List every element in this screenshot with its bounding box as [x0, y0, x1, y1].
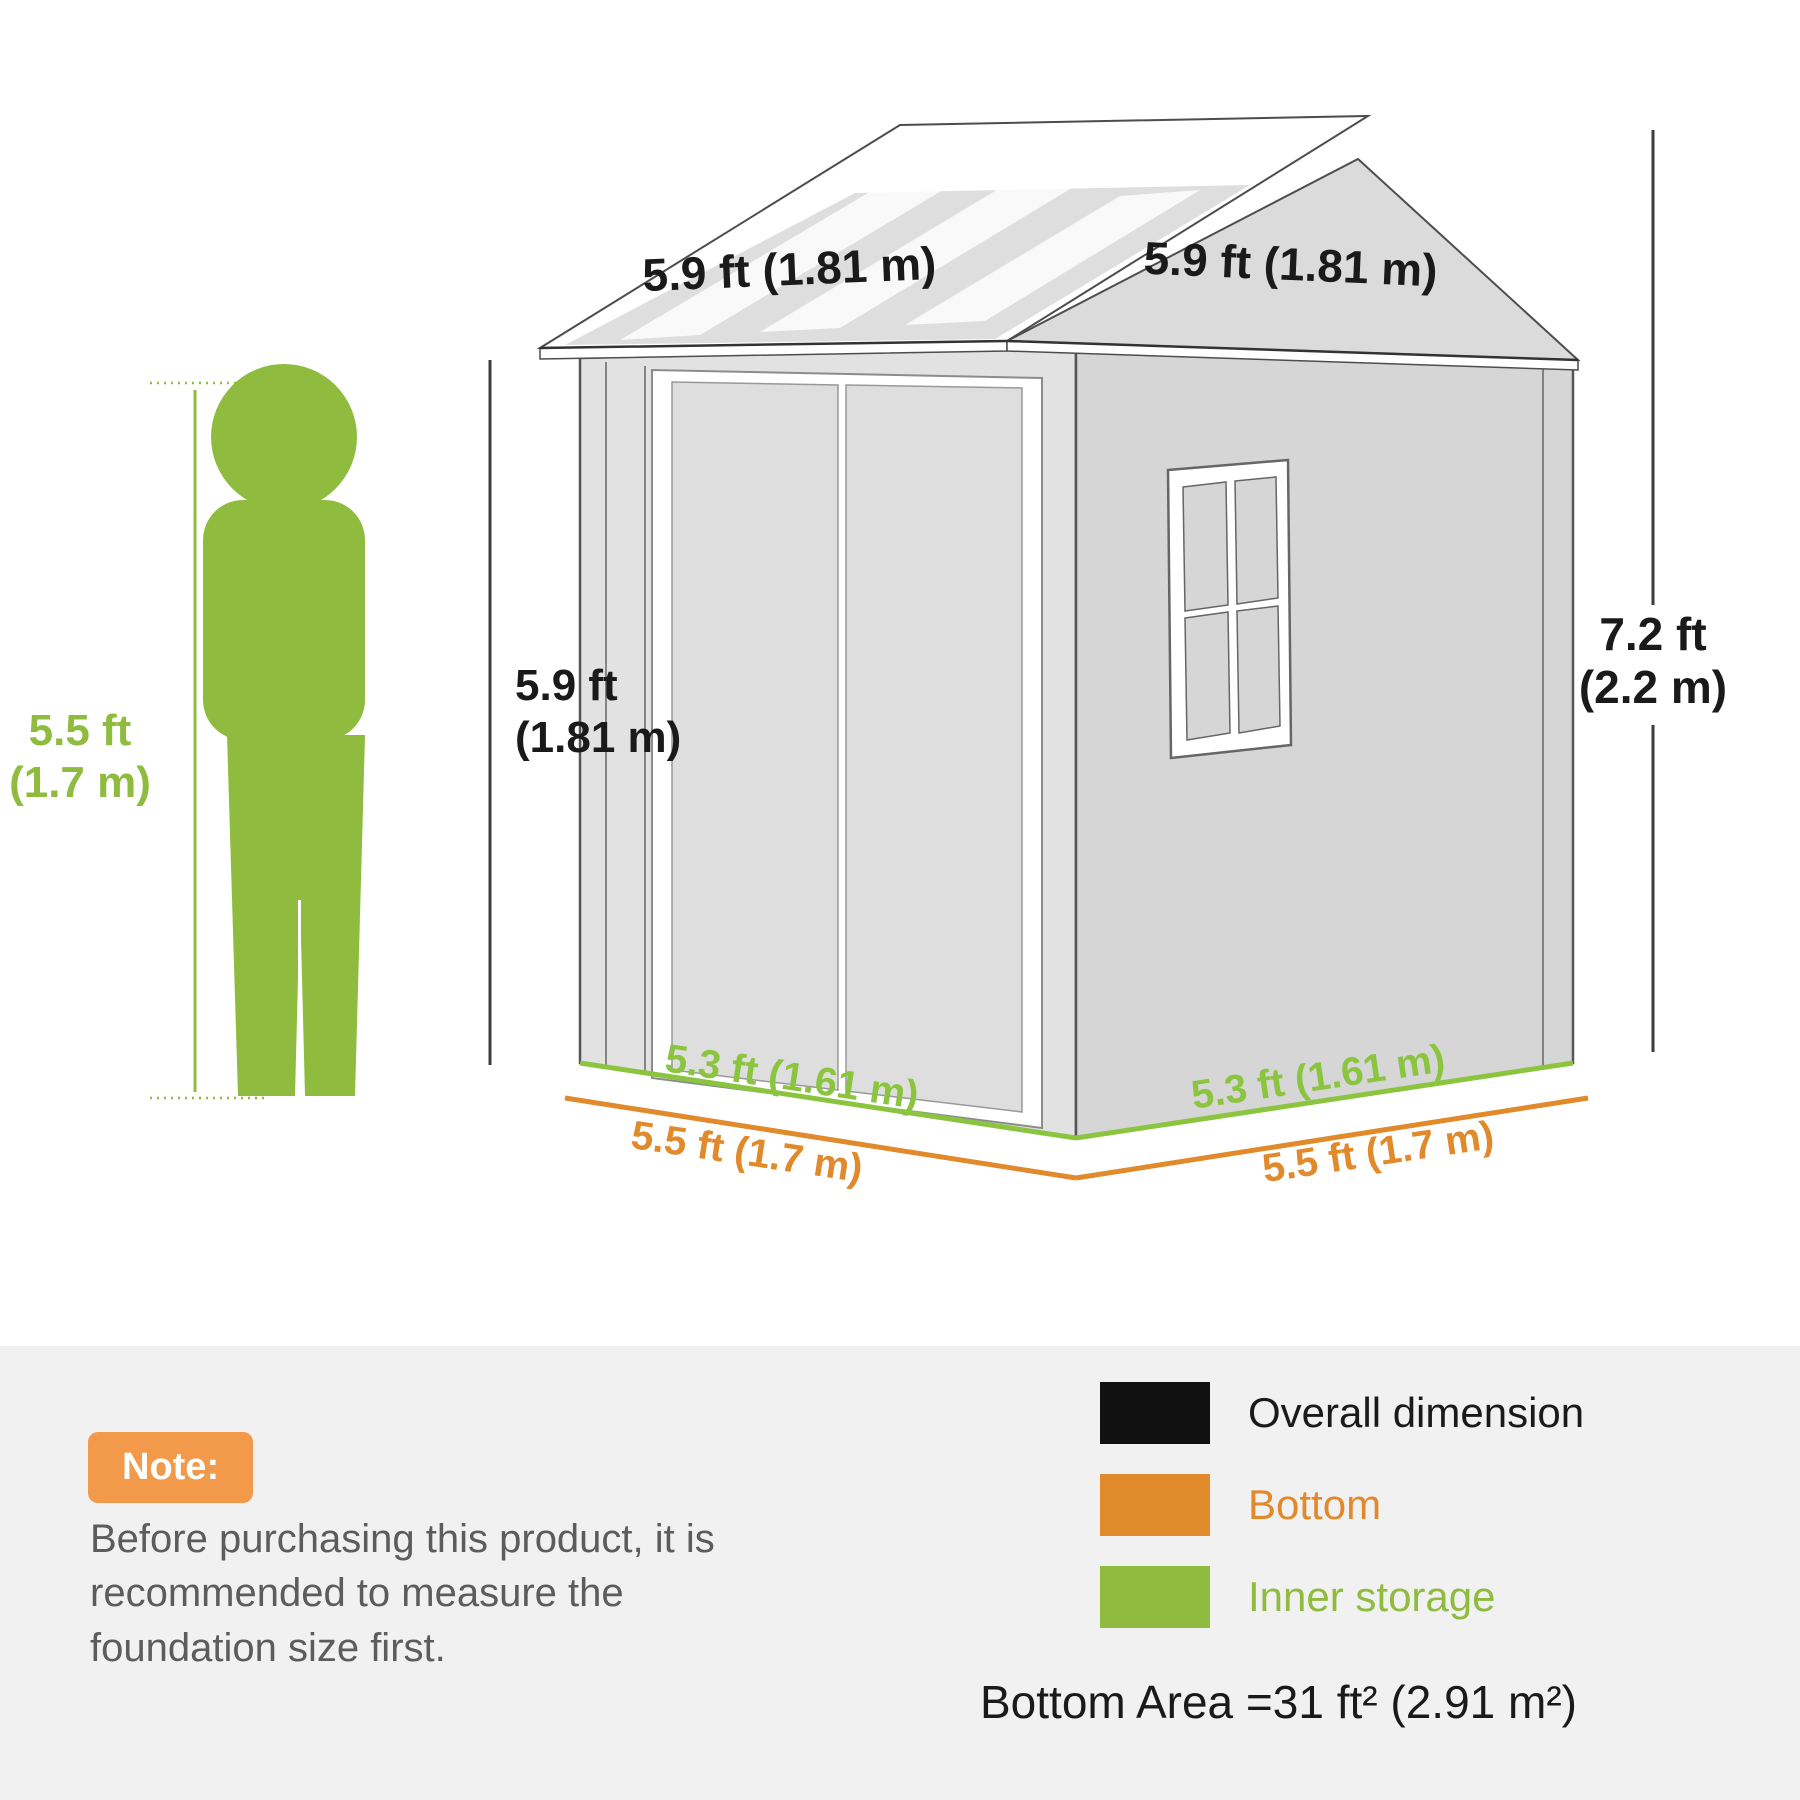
svg-text:5.5 ft: 5.5 ft: [29, 706, 132, 755]
svg-text:5.5 ft (1.7 m): 5.5 ft (1.7 m): [1259, 1113, 1496, 1191]
svg-text:(1.7 m): (1.7 m): [9, 758, 151, 807]
svg-text:7.2 ft: 7.2 ft: [1599, 608, 1706, 660]
svg-text:5.9 ft: 5.9 ft: [515, 661, 618, 710]
svg-text:(2.2 m): (2.2 m): [1579, 661, 1727, 713]
svg-text:(1.81 m): (1.81 m): [515, 713, 681, 762]
